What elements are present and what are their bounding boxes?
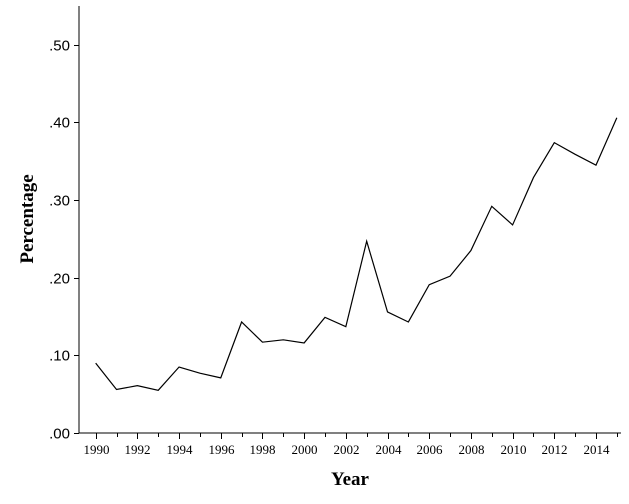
- x-tick-label: 2008: [459, 442, 485, 457]
- x-tick-label: 1992: [125, 442, 151, 457]
- y-axis-title: Percentage: [17, 174, 38, 263]
- y-tick-label: .50: [49, 38, 70, 55]
- x-tick-label: 1998: [250, 442, 276, 457]
- y-tick-label: .30: [49, 193, 70, 210]
- x-tick-label: 1990: [84, 442, 110, 457]
- x-tick-label: 2006: [417, 442, 444, 457]
- y-tick-label: .40: [49, 115, 70, 132]
- x-tick-label: 2004: [376, 442, 403, 457]
- axes: .00 .10 .20 .30 .40 .50 1990 1992 1994 1996 1998 20…: [49, 6, 621, 457]
- plot-area: [95, 117, 618, 391]
- y-tick-label: .20: [49, 271, 70, 288]
- x-tick-label: 1996: [209, 442, 236, 457]
- series-line: [95, 117, 618, 391]
- x-tick-label: 2014: [584, 442, 611, 457]
- x-tick-label: 2002: [334, 442, 360, 457]
- x-tick-label: 1994: [167, 442, 194, 457]
- y-tick-label: .10: [49, 348, 70, 365]
- x-tick-label: 2010: [501, 442, 527, 457]
- x-tick-label: 2000: [292, 442, 318, 457]
- x-axis-title: Year: [331, 469, 370, 490]
- x-tick-label: 2012: [542, 442, 568, 457]
- y-tick-label: .00: [49, 426, 70, 443]
